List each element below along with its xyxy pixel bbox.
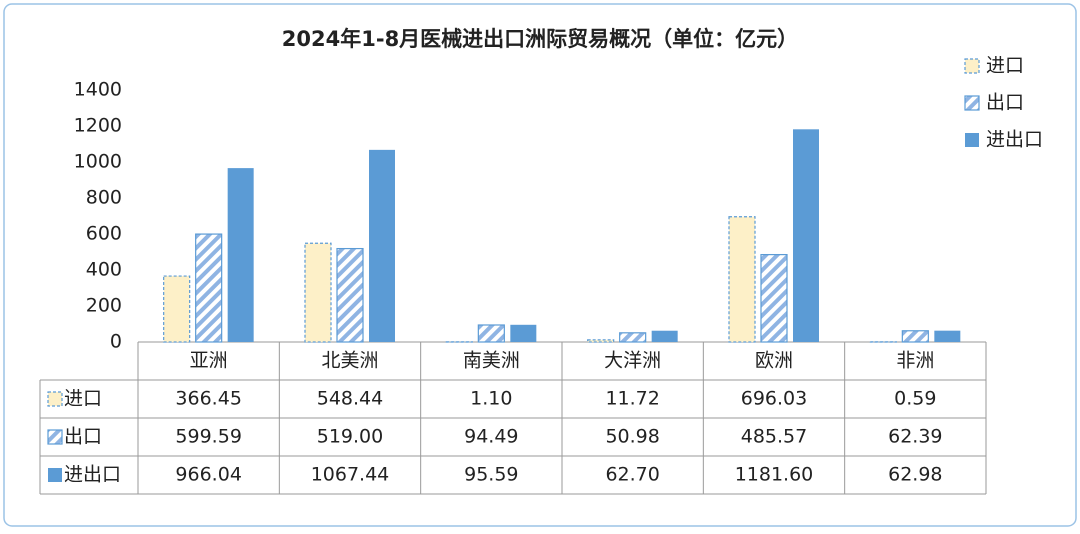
x-tick-label: 南美洲 bbox=[463, 350, 520, 372]
y-tick-label: 0 bbox=[110, 331, 122, 353]
table-value: 366.45 bbox=[175, 388, 241, 410]
bar bbox=[902, 331, 928, 342]
table-row-label: 进出口 bbox=[64, 464, 121, 486]
bar bbox=[761, 255, 787, 342]
table-value: 548.44 bbox=[317, 388, 383, 410]
y-tick-label: 200 bbox=[86, 295, 122, 317]
legend-label: 进出口 bbox=[986, 129, 1043, 151]
table-value: 62.98 bbox=[888, 464, 942, 486]
bar bbox=[510, 325, 536, 342]
bar bbox=[478, 325, 504, 342]
table-value: 0.59 bbox=[894, 388, 936, 410]
table-row-label: 进口 bbox=[64, 388, 102, 410]
legend-key bbox=[965, 59, 979, 73]
legend-key bbox=[965, 96, 979, 110]
x-tick-label: 亚洲 bbox=[190, 350, 228, 372]
frame bbox=[4, 4, 1076, 526]
table-value: 50.98 bbox=[605, 426, 659, 448]
table-value: 95.59 bbox=[464, 464, 518, 486]
table-value: 62.70 bbox=[605, 464, 659, 486]
table-value: 696.03 bbox=[741, 388, 807, 410]
x-tick-label: 欧洲 bbox=[755, 350, 793, 372]
y-tick-label: 600 bbox=[86, 223, 122, 245]
x-tick-label: 大洋洲 bbox=[604, 350, 661, 372]
legend-key bbox=[965, 133, 979, 147]
y-tick-label: 1200 bbox=[74, 115, 122, 137]
bar bbox=[228, 168, 254, 342]
bar bbox=[588, 340, 614, 342]
y-tick-label: 400 bbox=[86, 259, 122, 281]
table-value: 966.04 bbox=[175, 464, 241, 486]
table-value: 519.00 bbox=[317, 426, 383, 448]
table-value: 485.57 bbox=[741, 426, 807, 448]
table-value: 11.72 bbox=[605, 388, 659, 410]
table-value: 1067.44 bbox=[311, 464, 390, 486]
legend-label: 出口 bbox=[986, 92, 1024, 114]
bar bbox=[934, 331, 960, 342]
table-legend-key bbox=[48, 468, 62, 482]
bar bbox=[369, 150, 395, 342]
chart-title: 2024年1-8月医械进出口洲际贸易概况（单位：亿元） bbox=[282, 27, 798, 51]
x-tick-label: 北美洲 bbox=[321, 350, 378, 372]
bar bbox=[196, 234, 222, 342]
table-value: 599.59 bbox=[175, 426, 241, 448]
bar bbox=[337, 249, 363, 342]
table-legend-key bbox=[48, 430, 62, 444]
table-legend-key bbox=[48, 392, 62, 406]
bar bbox=[793, 129, 819, 342]
table-value: 1181.60 bbox=[735, 464, 814, 486]
bar bbox=[652, 331, 678, 342]
bar bbox=[305, 243, 331, 342]
table-value: 1.10 bbox=[470, 388, 512, 410]
table-row-label: 出口 bbox=[64, 426, 102, 448]
y-tick-label: 1000 bbox=[74, 151, 122, 173]
bar bbox=[620, 333, 646, 342]
x-tick-label: 非洲 bbox=[896, 350, 934, 372]
bar bbox=[164, 276, 190, 342]
bar bbox=[729, 217, 755, 342]
y-tick-label: 800 bbox=[86, 187, 122, 209]
table-value: 62.39 bbox=[888, 426, 942, 448]
table-value: 94.49 bbox=[464, 426, 518, 448]
y-tick-label: 1400 bbox=[74, 79, 122, 101]
legend-label: 进口 bbox=[986, 55, 1024, 77]
